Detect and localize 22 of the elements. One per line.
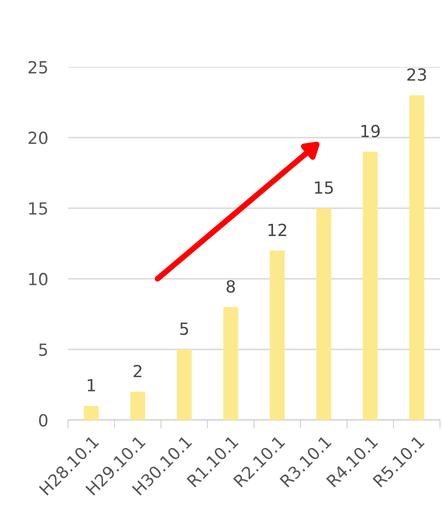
- data-label: 12: [268, 224, 286, 236]
- y-tick-label: 5: [39, 344, 48, 356]
- y-tick-label: 20: [28, 132, 48, 144]
- data-label: 23: [407, 68, 426, 81]
- bar: [362, 152, 378, 420]
- bar: [130, 392, 146, 420]
- bar: [270, 250, 285, 420]
- bar: [176, 349, 192, 420]
- y-tick-label: 10: [29, 272, 48, 286]
- data-label: 15: [314, 181, 333, 194]
- y-tick-label: 0: [39, 414, 48, 427]
- bar: [84, 406, 99, 420]
- y-tick-label: 15: [29, 202, 48, 215]
- data-label: 2: [134, 364, 142, 378]
- data-label: 1: [88, 379, 96, 392]
- data-label: 5: [180, 322, 188, 336]
- bar: [409, 95, 424, 420]
- y-tick-label: 25: [28, 60, 48, 74]
- data-label: 19: [361, 124, 380, 138]
- data-label: 8: [226, 280, 235, 293]
- bar: [223, 307, 238, 420]
- bar: [316, 208, 332, 420]
